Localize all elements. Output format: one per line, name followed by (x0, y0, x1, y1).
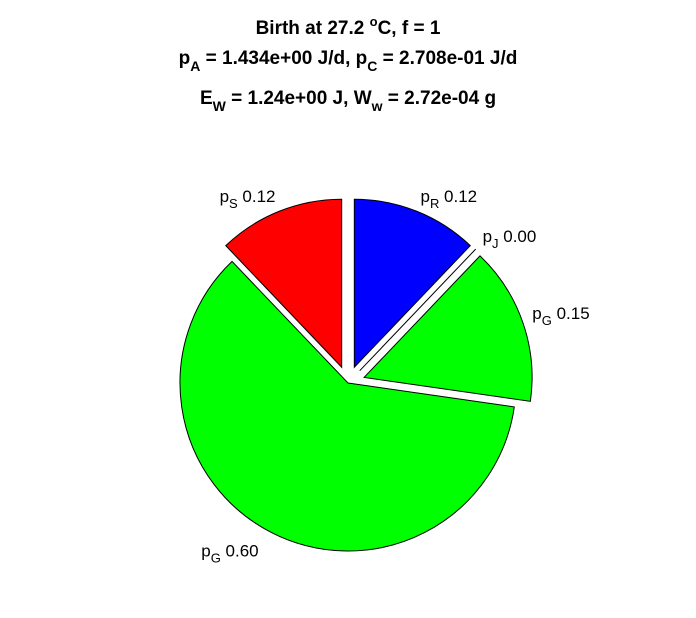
slice-label-1: pJ 0.00 (483, 227, 537, 251)
pie-slice-1 (359, 248, 477, 372)
slice-label-4: pS 0.12 (220, 187, 276, 211)
chart-title-line-1: Birth at 27.2 oC, f = 1 (256, 14, 441, 39)
pie-slice-4 (225, 198, 343, 369)
pie-slices (179, 198, 533, 552)
pie-slice-0 (353, 198, 471, 369)
slice-label-3: pG 0.60 (201, 541, 258, 565)
chart-title-line-2: pA = 1.434e+00 J/d, pC = 2.708e-01 J/d (179, 48, 518, 74)
pie-slice-3 (179, 260, 515, 552)
slice-label-0: pR 0.12 (420, 187, 477, 211)
slice-label-2: pG 0.15 (532, 304, 589, 328)
pie-slice-2 (363, 255, 533, 402)
chart-title-line-3: EW = 1.24e+00 J, Ww = 2.72e-04 g (200, 88, 496, 114)
